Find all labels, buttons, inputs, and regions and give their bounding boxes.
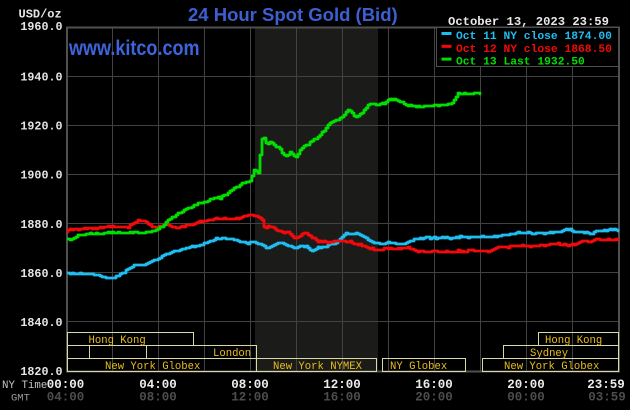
svg-text:20:00: 20:00 [507,378,545,392]
svg-text:23:59: 23:59 [587,378,625,392]
svg-text:www.kitco.com: www.kitco.com [68,37,199,60]
svg-text:Oct 11 NY close 1874.00: Oct 11 NY close 1874.00 [456,31,612,43]
svg-text:12:00: 12:00 [231,391,269,405]
svg-text:1820.0: 1820.0 [20,365,62,379]
svg-text:24 Hour Spot Gold (Bid): 24 Hour Spot Gold (Bid) [188,4,398,25]
svg-text:00:00: 00:00 [47,378,85,392]
svg-text:1900.0: 1900.0 [20,169,62,183]
svg-text:04:00: 04:00 [139,378,177,392]
svg-text:03:59: 03:59 [588,391,626,405]
svg-text:1920.0: 1920.0 [20,120,62,134]
svg-text:Sydney: Sydney [530,348,568,360]
svg-text:12:00: 12:00 [323,378,361,392]
svg-text:08:00: 08:00 [231,378,269,392]
svg-text:USD/oz: USD/oz [19,8,62,22]
svg-text:1860.0: 1860.0 [20,267,62,281]
svg-text:GMT: GMT [11,393,30,405]
svg-text:Hong Kong: Hong Kong [545,335,602,347]
svg-text:New York Globex: New York Globex [504,361,599,373]
svg-text:Hong Kong: Hong Kong [89,335,146,347]
svg-text:1960.0: 1960.0 [20,20,62,34]
svg-text:New York Globex: New York Globex [105,361,200,373]
svg-text:October 13, 2023 23:59: October 13, 2023 23:59 [448,15,609,29]
svg-text:New York NYMEX: New York NYMEX [273,361,363,373]
svg-text:1940.0: 1940.0 [20,71,62,85]
svg-text:London: London [213,348,251,360]
svg-text:Oct 12 NY close 1868.50: Oct 12 NY close 1868.50 [456,44,612,56]
svg-text:16:00: 16:00 [415,378,453,392]
svg-text:16:00: 16:00 [323,391,361,405]
svg-text:20:00: 20:00 [415,391,453,405]
svg-text:1880.0: 1880.0 [20,218,62,232]
svg-text:Oct 13 Last 1932.50: Oct 13 Last 1932.50 [456,57,585,69]
svg-text:NY Time: NY Time [2,380,47,392]
svg-text:1840.0: 1840.0 [20,316,62,330]
svg-text:NY Globex: NY Globex [390,361,447,373]
svg-text:00:00: 00:00 [507,391,545,405]
svg-text:04:00: 04:00 [47,391,85,405]
svg-text:08:00: 08:00 [139,391,177,405]
